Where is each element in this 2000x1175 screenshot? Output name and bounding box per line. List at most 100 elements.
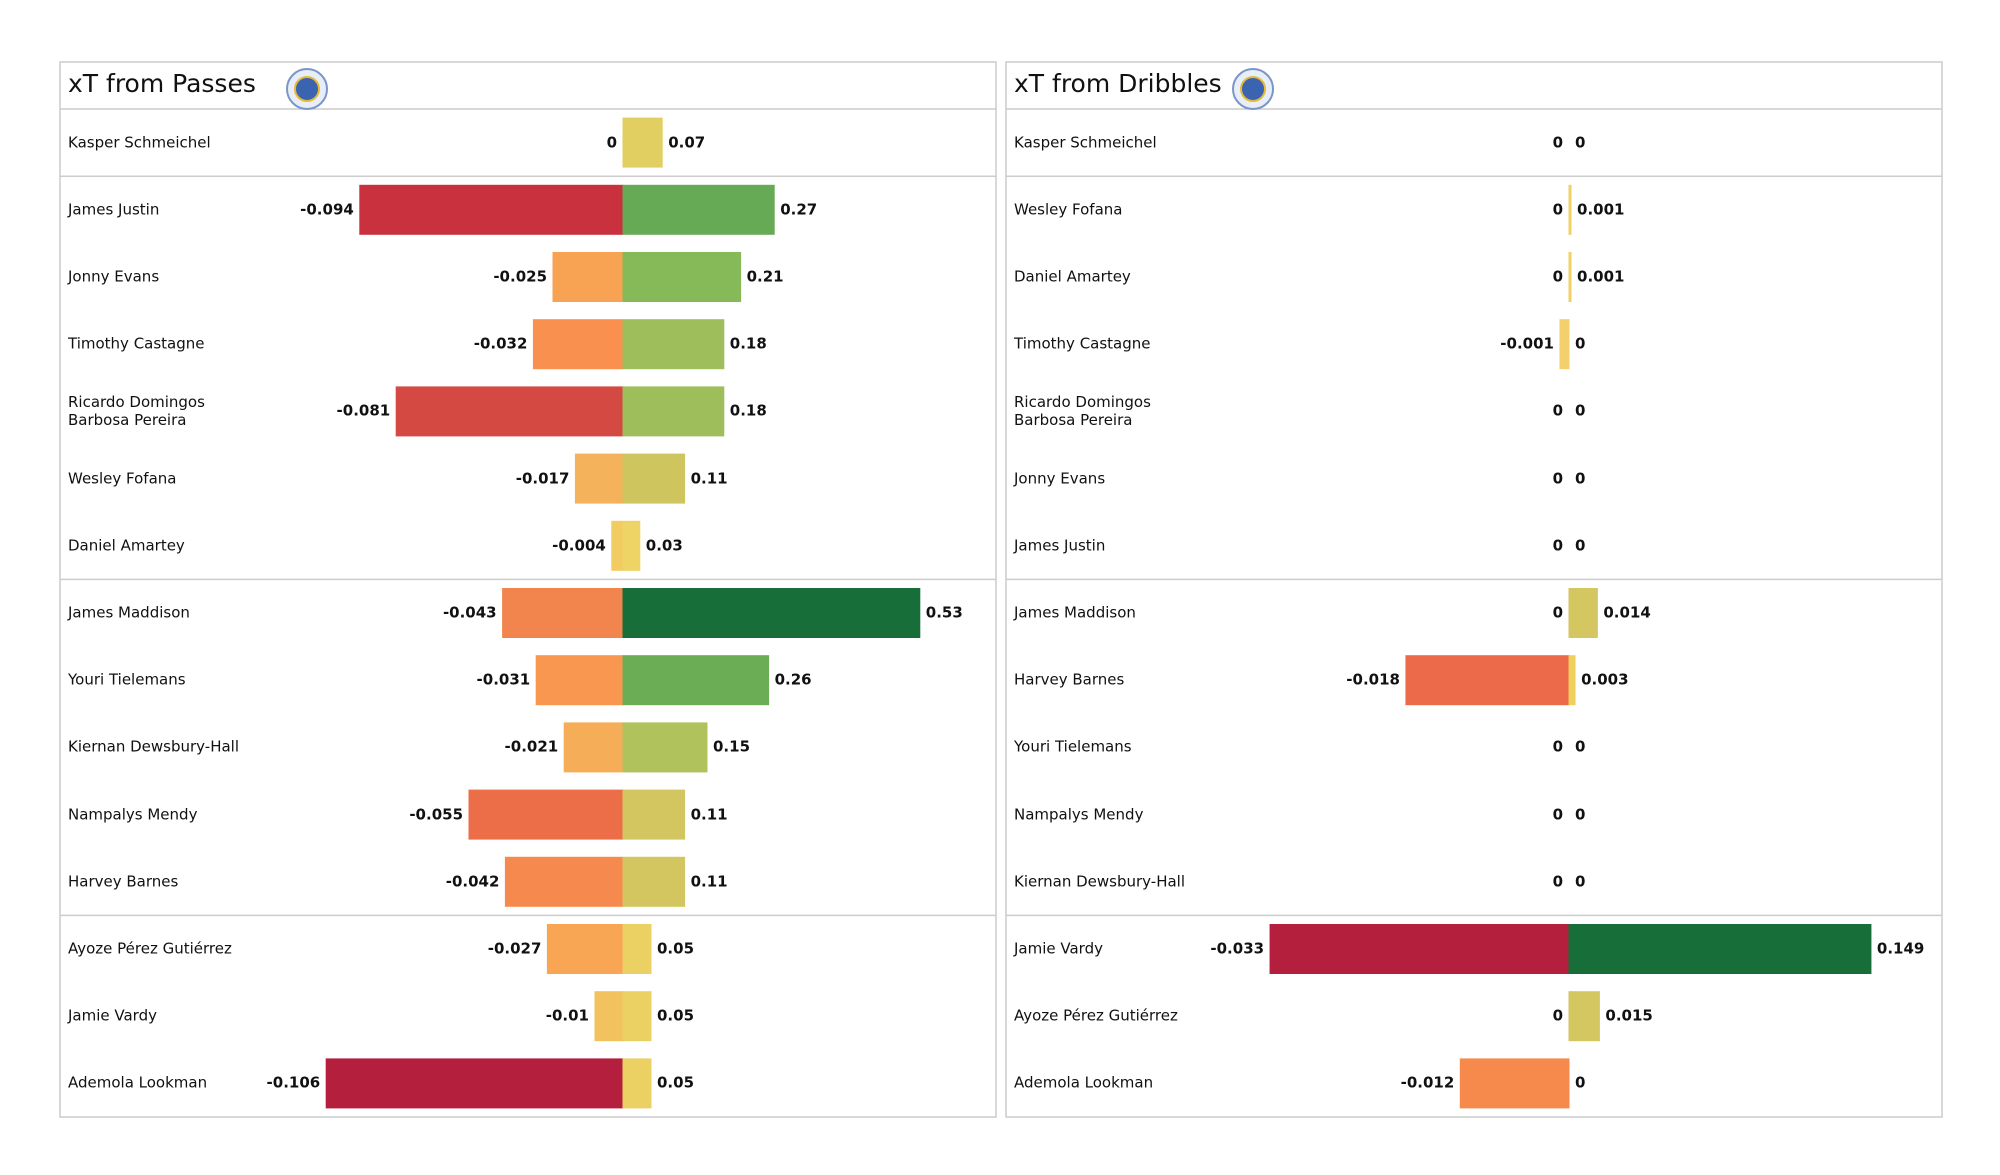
value-label: -0.055	[409, 804, 463, 823]
value-label: -0.004	[552, 536, 606, 555]
value-label: -0.031	[476, 670, 531, 689]
player-name: Kiernan Dewsbury-Hall	[68, 737, 239, 756]
value-label: 0.18	[729, 401, 767, 420]
player-name: Jamie Vardy	[1014, 939, 1103, 958]
player-name: Harvey Barnes	[68, 872, 179, 891]
value-label: 0.07	[668, 132, 706, 151]
value-label: 0.03	[645, 536, 683, 555]
value-label: 0	[1575, 536, 1586, 555]
bar	[1568, 588, 1598, 638]
bar	[1568, 655, 1576, 706]
bar	[622, 319, 725, 370]
value-label: -0.012	[1400, 1073, 1455, 1092]
player-name: Ayoze Pérez Gutiérrez	[68, 939, 232, 958]
player-name: Daniel Amartey	[68, 536, 185, 555]
bar	[1269, 924, 1570, 974]
chart-title: xT from Dribbles	[1014, 69, 1222, 98]
value-label: 0	[1552, 536, 1563, 555]
player-name: James Justin	[1014, 536, 1106, 555]
bar	[622, 588, 921, 638]
value-label: 0	[606, 132, 617, 151]
bar	[552, 252, 624, 302]
player-name: Ricardo Domingos Barbosa Pereira	[68, 393, 205, 429]
bar	[611, 520, 624, 571]
player-name: Kiernan Dewsbury-Hall	[1014, 872, 1185, 891]
value-label: -0.018	[1346, 670, 1400, 689]
bar	[468, 789, 624, 840]
bar	[325, 1058, 624, 1109]
bar	[546, 924, 624, 974]
chart-title: xT from Passes	[68, 69, 256, 98]
panel	[1005, 61, 1943, 1118]
value-label: 0	[1575, 804, 1586, 823]
bar	[359, 184, 624, 235]
bar	[622, 1058, 652, 1109]
player-name: Timothy Castagne	[1014, 334, 1151, 353]
bar	[1568, 991, 1600, 1042]
bar	[594, 991, 624, 1042]
value-label: -0.032	[473, 334, 528, 353]
value-label: 0	[1552, 468, 1563, 487]
value-label: 0.26	[774, 670, 812, 689]
bar	[1568, 252, 1572, 302]
bar	[532, 319, 624, 370]
player-name: James Justin	[68, 200, 160, 219]
value-label: 0.11	[690, 468, 728, 487]
value-label: 0.05	[657, 1073, 695, 1092]
value-label: 0.18	[729, 334, 767, 353]
bar	[622, 655, 770, 706]
value-label: 0	[1552, 737, 1563, 756]
player-name: Ricardo Domingos Barbosa Pereira	[1014, 393, 1151, 429]
player-name: Harvey Barnes	[1014, 670, 1125, 689]
player-name: Ademola Lookman	[68, 1073, 208, 1092]
bar	[622, 252, 742, 302]
player-name: Youri Tielemans	[68, 670, 186, 689]
player-name: Ademola Lookman	[1014, 1073, 1154, 1092]
value-label: 0	[1552, 872, 1563, 891]
player-name: Timothy Castagne	[68, 334, 205, 353]
value-label: 0	[1552, 200, 1563, 219]
bar	[622, 924, 652, 974]
value-label: 0.53	[925, 603, 963, 622]
bar	[502, 588, 624, 638]
value-label: -0.043	[442, 603, 497, 622]
value-label: -0.033	[1210, 939, 1265, 958]
club-badge-inner	[1240, 76, 1266, 102]
value-label: 0.05	[657, 1006, 695, 1025]
value-label: 0	[1552, 267, 1563, 286]
panel	[59, 61, 997, 1118]
player-name: Kasper Schmeichel	[68, 132, 211, 151]
value-label: -0.025	[493, 267, 547, 286]
value-label: 0	[1575, 1073, 1586, 1092]
player-name: Nampalys Mendy	[68, 804, 198, 823]
value-label: 0	[1552, 603, 1563, 622]
bar	[574, 453, 624, 504]
player-name: James Maddison	[1014, 603, 1136, 622]
value-label: 0	[1552, 804, 1563, 823]
player-name: James Maddison	[68, 603, 190, 622]
value-label: 0.149	[1876, 939, 1925, 958]
player-name: Jamie Vardy	[68, 1006, 157, 1025]
value-label: 0.11	[690, 804, 728, 823]
bar	[622, 789, 686, 840]
player-name: Ayoze Pérez Gutiérrez	[1014, 1006, 1178, 1025]
value-label: -0.021	[504, 737, 559, 756]
bar	[1568, 924, 1872, 974]
club-badge-inner	[294, 76, 320, 102]
value-label: 0	[1552, 1006, 1563, 1025]
value-label: 0.001	[1577, 267, 1625, 286]
bar	[622, 856, 686, 907]
bar	[622, 184, 775, 235]
bar	[622, 722, 708, 773]
value-label: -0.027	[487, 939, 542, 958]
value-label: 0	[1575, 132, 1586, 151]
value-label: -0.001	[1500, 334, 1554, 353]
value-label: 0	[1575, 401, 1586, 420]
bar	[1459, 1058, 1570, 1109]
player-name: Wesley Fofana	[1014, 200, 1123, 219]
value-label: -0.01	[545, 1006, 589, 1025]
value-label: 0	[1575, 737, 1586, 756]
bar	[622, 453, 686, 504]
